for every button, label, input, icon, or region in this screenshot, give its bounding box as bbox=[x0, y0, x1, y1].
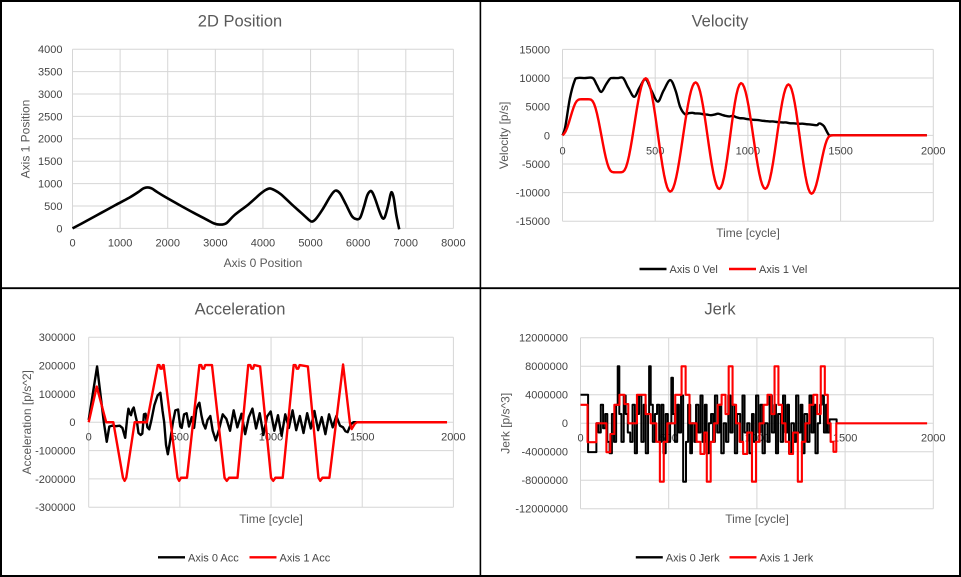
svg-text:2000: 2000 bbox=[921, 146, 945, 158]
svg-text:5000: 5000 bbox=[526, 102, 550, 114]
svg-text:Jerk: Jerk bbox=[704, 301, 736, 319]
svg-text:Axis 0 Vel: Axis 0 Vel bbox=[670, 264, 718, 276]
svg-text:Axis 0 Jerk: Axis 0 Jerk bbox=[666, 552, 720, 564]
svg-text:2D Position: 2D Position bbox=[198, 13, 282, 31]
svg-text:200000: 200000 bbox=[39, 361, 76, 373]
svg-text:500: 500 bbox=[44, 201, 62, 213]
svg-text:3000: 3000 bbox=[203, 238, 227, 250]
svg-text:0: 0 bbox=[69, 238, 75, 250]
svg-text:500: 500 bbox=[171, 432, 189, 444]
svg-text:0: 0 bbox=[86, 432, 92, 444]
svg-text:Acceleration [p/s^2]: Acceleration [p/s^2] bbox=[20, 370, 34, 474]
svg-text:Axis 1 Jerk: Axis 1 Jerk bbox=[760, 552, 814, 564]
svg-text:1500: 1500 bbox=[350, 432, 374, 444]
svg-text:2000: 2000 bbox=[38, 134, 62, 146]
svg-text:2000: 2000 bbox=[155, 238, 179, 250]
svg-text:-5000: -5000 bbox=[522, 159, 550, 171]
svg-text:1000: 1000 bbox=[259, 432, 283, 444]
svg-text:8000000: 8000000 bbox=[525, 361, 568, 373]
svg-text:1500: 1500 bbox=[828, 146, 852, 158]
svg-text:0: 0 bbox=[544, 130, 550, 142]
svg-text:Axis 0 Position: Axis 0 Position bbox=[224, 256, 303, 270]
svg-text:2000: 2000 bbox=[441, 432, 465, 444]
svg-text:Axis 1 Acc: Axis 1 Acc bbox=[280, 552, 331, 564]
svg-text:Acceleration: Acceleration bbox=[195, 301, 286, 319]
svg-text:2500: 2500 bbox=[38, 111, 62, 123]
svg-text:-10000: -10000 bbox=[516, 188, 550, 200]
svg-text:3000: 3000 bbox=[38, 89, 62, 101]
svg-text:Time [cycle]: Time [cycle] bbox=[239, 512, 303, 526]
svg-text:-8000000: -8000000 bbox=[522, 475, 569, 487]
svg-text:0: 0 bbox=[577, 433, 583, 445]
svg-text:Time [cycle]: Time [cycle] bbox=[725, 512, 789, 526]
svg-text:-100000: -100000 bbox=[35, 445, 75, 457]
svg-text:Jerk [p/s^3]: Jerk [p/s^3] bbox=[499, 393, 513, 454]
svg-text:1500: 1500 bbox=[38, 156, 62, 168]
svg-text:Axis 1 Vel: Axis 1 Vel bbox=[759, 264, 807, 276]
svg-text:300000: 300000 bbox=[39, 332, 76, 344]
svg-text:Velocity: Velocity bbox=[692, 13, 750, 31]
svg-text:-4000000: -4000000 bbox=[522, 447, 569, 459]
svg-text:1500: 1500 bbox=[833, 433, 857, 445]
svg-text:Velocity [p/s]: Velocity [p/s] bbox=[497, 102, 511, 169]
svg-text:6000: 6000 bbox=[346, 238, 370, 250]
svg-text:1000: 1000 bbox=[38, 179, 62, 191]
svg-text:0: 0 bbox=[56, 223, 62, 235]
svg-text:7000: 7000 bbox=[394, 238, 418, 250]
svg-text:10000: 10000 bbox=[519, 73, 550, 85]
svg-text:4000: 4000 bbox=[38, 44, 62, 56]
svg-text:-300000: -300000 bbox=[35, 502, 75, 514]
svg-text:4000: 4000 bbox=[251, 238, 275, 250]
svg-text:0: 0 bbox=[562, 418, 568, 430]
svg-text:-200000: -200000 bbox=[35, 474, 75, 486]
svg-text:Axis 1 Position: Axis 1 Position bbox=[19, 100, 33, 179]
svg-text:2000: 2000 bbox=[921, 433, 945, 445]
svg-text:Time [cycle]: Time [cycle] bbox=[716, 226, 780, 240]
svg-text:0: 0 bbox=[69, 417, 75, 429]
svg-text:-12000000: -12000000 bbox=[515, 504, 568, 516]
svg-text:12000000: 12000000 bbox=[519, 333, 568, 345]
svg-text:3500: 3500 bbox=[38, 67, 62, 79]
svg-text:8000: 8000 bbox=[441, 238, 465, 250]
svg-text:Axis 0 Acc: Axis 0 Acc bbox=[188, 552, 239, 564]
svg-text:5000: 5000 bbox=[298, 238, 322, 250]
svg-text:100000: 100000 bbox=[39, 389, 76, 401]
svg-text:-15000: -15000 bbox=[516, 216, 550, 228]
svg-text:15000: 15000 bbox=[519, 44, 550, 56]
svg-text:1000: 1000 bbox=[108, 238, 132, 250]
svg-text:4000000: 4000000 bbox=[525, 390, 568, 402]
svg-text:0: 0 bbox=[559, 146, 565, 158]
